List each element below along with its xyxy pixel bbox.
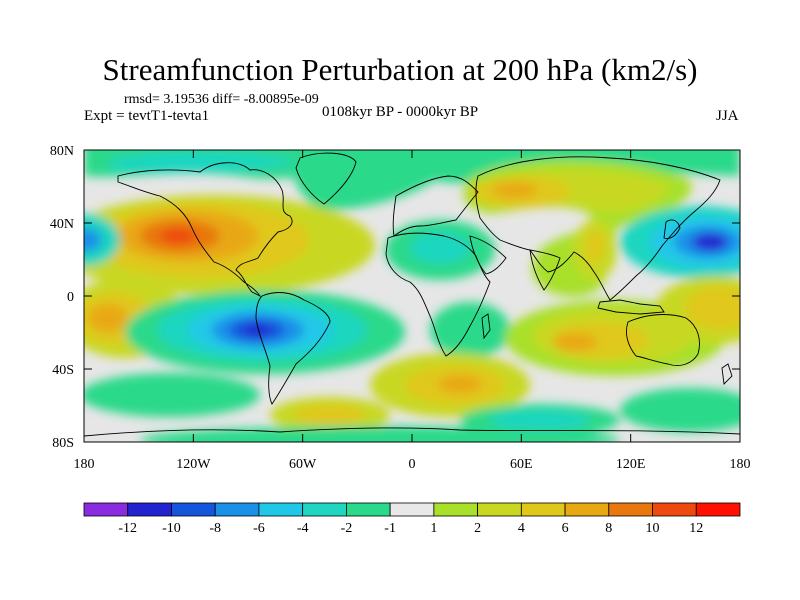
y-tick-label: 40N [50, 217, 74, 232]
contour-tropics-orange [88, 304, 128, 332]
colorbar-swatch [652, 502, 697, 517]
coast-north-america [117, 162, 293, 298]
contour-field [84, 150, 740, 442]
coast-new-zealand [721, 363, 733, 385]
x-tick-label: 180 [74, 457, 95, 472]
y-tick-label: 0 [67, 290, 74, 305]
contour-arctic-core [110, 151, 300, 173]
colorbar-label: 10 [646, 521, 660, 536]
contour-npac-red [160, 228, 196, 244]
x-tick-label: 60E [510, 457, 533, 472]
colorbar-swatch [258, 502, 304, 517]
y-tick-label: 80S [52, 436, 74, 451]
coastlines [84, 152, 740, 437]
x-tick-label: 60W [289, 457, 317, 472]
contour-so-green [84, 373, 260, 417]
contour-aus-orange [553, 333, 597, 351]
coast-india [529, 249, 561, 291]
colorbar-swatch [302, 502, 347, 517]
colorbar-swatch [214, 502, 260, 517]
colorbar-swatch [433, 502, 479, 517]
colorbar-label: 12 [689, 521, 703, 536]
y-tick-label: 40S [52, 363, 74, 378]
contour-so-teal [490, 410, 590, 430]
y-axis: 80N 40N 0 40S 80S [50, 144, 740, 451]
contour-wpac-darkblue [692, 233, 728, 251]
coast-japan [663, 219, 681, 239]
colorbar-label: 6 [562, 521, 569, 536]
colorbar-label: -2 [341, 521, 353, 536]
colorbar-swatch [608, 502, 653, 517]
contour-africa-lightblue [410, 232, 470, 264]
contour-so-east [620, 388, 740, 432]
colorbar-swatch [520, 502, 566, 517]
coast-south-america [255, 292, 331, 405]
colorbar: -12 -10 -8 -6 -4 -2 -1 1 2 4 6 8 10 12 [83, 502, 741, 536]
x-tick-label: 120E [616, 457, 646, 472]
x-axis: 180 120W 60W 0 60E 120E 180 [74, 150, 751, 472]
x-tick-label: 180 [730, 457, 751, 472]
colorbar-label: -4 [297, 521, 309, 536]
contour-pac-gold [685, 286, 740, 330]
coast-antarctica [84, 427, 740, 437]
coast-arabia [469, 235, 507, 275]
coast-africa [385, 232, 491, 357]
experiment-label: Expt = tevtT1-tevta1 [84, 108, 210, 124]
contour-wrap-blue [84, 228, 102, 252]
coast-australia [625, 314, 700, 366]
map-title: Streamfunction Perturbation at 200 hPa (… [102, 52, 698, 87]
contour-mideast-gold [585, 230, 605, 262]
colorbar-swatch [171, 502, 216, 517]
contour-so-gold [295, 405, 365, 425]
colorbar-label: -12 [118, 521, 137, 536]
colorbar-label: 8 [605, 521, 612, 536]
contour-sam-darkblue [243, 324, 271, 336]
coast-greenland [295, 152, 357, 205]
colorbar-label: -1 [384, 521, 396, 536]
colorbar-label: 4 [518, 521, 525, 536]
contour-eurasia-orange [493, 182, 537, 198]
x-tick-label: 0 [409, 457, 416, 472]
colorbar-label: -6 [253, 521, 265, 536]
colorbar-label: -8 [209, 521, 221, 536]
contour-antarctic-cyan [140, 426, 620, 442]
contour-atlantic-north [293, 150, 450, 211]
colorbar-swatch [389, 502, 435, 517]
coast-madagascar [481, 313, 491, 340]
y-tick-label: 80N [50, 144, 74, 159]
statistics-label: rmsd= 3.19536 diff= -8.00895e-09 [124, 92, 319, 107]
colorbar-swatch [83, 502, 129, 517]
coast-indonesia [597, 299, 665, 315]
contour-satl-orange [438, 375, 482, 393]
colorbar-label: 1 [430, 521, 437, 536]
coast-asia [475, 156, 721, 301]
colorbar-swatch [127, 502, 172, 517]
colorbar-label: -10 [162, 521, 181, 536]
colorbar-swatch [477, 502, 522, 517]
x-tick-label: 120W [176, 457, 211, 472]
contour-satl-green [430, 302, 510, 358]
colorbar-label: 2 [474, 521, 481, 536]
colorbar-swatch [564, 502, 610, 517]
colorbar-swatch [695, 502, 741, 517]
period-label: 0108kyr BP - 0000kyr BP [322, 104, 479, 120]
season-label: JJA [716, 108, 739, 124]
colorbar-swatch [345, 502, 391, 517]
